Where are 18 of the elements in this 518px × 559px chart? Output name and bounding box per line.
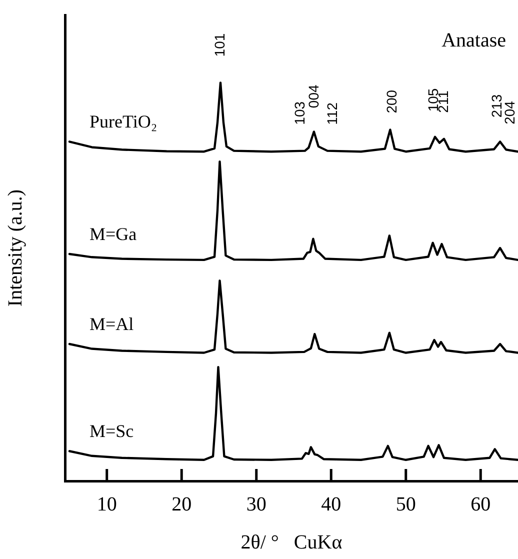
x-axis-title: 2θ/ ° CuKα <box>240 531 343 554</box>
annotation: 200 <box>383 90 400 114</box>
x-tick-label: 60 <box>470 493 491 516</box>
series-label: M=Sc <box>89 421 134 442</box>
series-label: M=Al <box>89 314 134 334</box>
annotation: 103 <box>291 101 308 125</box>
series-label: M=Ga <box>89 224 137 244</box>
annotation: 101 <box>211 33 228 57</box>
x-tick-label: 30 <box>246 493 266 516</box>
annotation: 004 <box>306 84 322 108</box>
x-tick-label: 40 <box>321 493 342 516</box>
x-tick-label: 50 <box>396 493 416 516</box>
x-tick-label: 10 <box>96 493 117 516</box>
annotation: 112 <box>324 102 340 125</box>
y-axis-title: Intensity (a.u.) <box>4 189 26 307</box>
series-label: PureTiO₂ <box>89 112 158 132</box>
x-tick-label: 20 <box>172 493 192 516</box>
text: Anatase <box>442 29 506 52</box>
